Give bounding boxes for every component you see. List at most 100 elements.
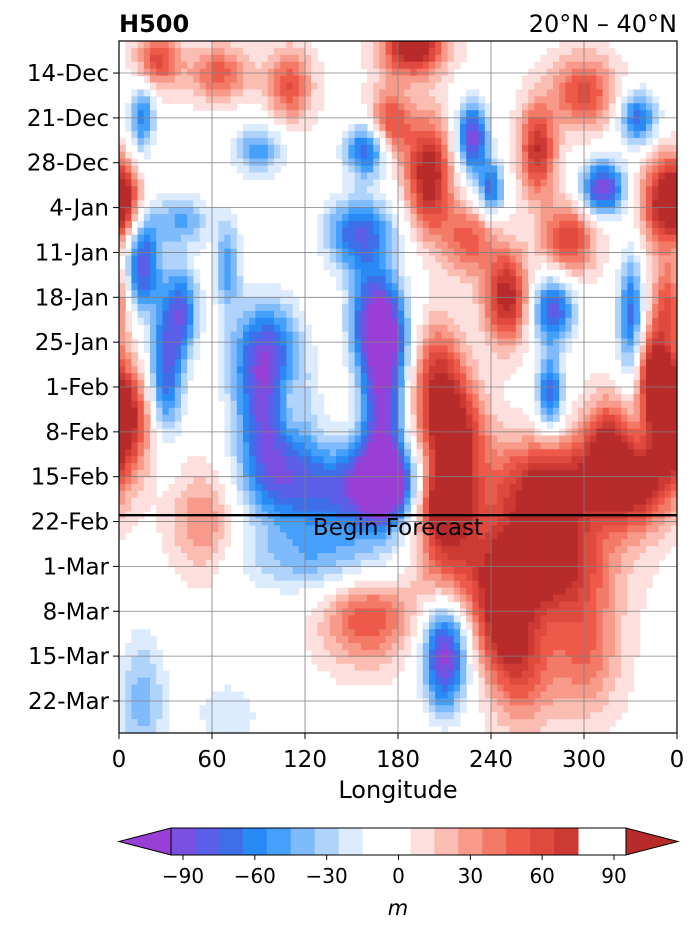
- heatmap-cell: [150, 345, 157, 353]
- heatmap-cell: [559, 255, 566, 264]
- heatmap-cell: [528, 428, 535, 437]
- heatmap-cell: [162, 539, 170, 547]
- heatmap-cell: [143, 117, 151, 125]
- heatmap-cell: [646, 490, 653, 499]
- heatmap-cell: [534, 262, 542, 270]
- heatmap-cell: [608, 89, 616, 97]
- heatmap-cell: [447, 144, 455, 153]
- heatmap-cell: [280, 525, 287, 533]
- heatmap-cell: [323, 532, 331, 540]
- heatmap-cell: [478, 428, 486, 437]
- heatmap-cell: [627, 504, 635, 513]
- heatmap-cell: [546, 165, 554, 174]
- heatmap-cell: [367, 331, 374, 340]
- heatmap-cell: [137, 227, 145, 236]
- heatmap-cell: [553, 449, 560, 457]
- heatmap-cell: [243, 504, 250, 513]
- heatmap-cell: [559, 220, 566, 229]
- heatmap-cell: [546, 137, 554, 146]
- heatmap-cell: [577, 75, 585, 84]
- heatmap-cell: [447, 207, 455, 215]
- heatmap-cell: [385, 124, 393, 132]
- heatmap-cell: [410, 539, 418, 547]
- heatmap-cell: [367, 449, 374, 457]
- heatmap-cell: [292, 380, 300, 388]
- heatmap-cell: [565, 310, 573, 319]
- heatmap-cell: [367, 414, 374, 423]
- heatmap-cell: [230, 75, 238, 84]
- heatmap-cell: [243, 303, 250, 312]
- heatmap-cell: [162, 89, 170, 97]
- heatmap-cell: [509, 366, 517, 374]
- heatmap-cell: [143, 276, 151, 284]
- heatmap-cell: [441, 241, 449, 250]
- heatmap-cell: [596, 504, 604, 513]
- heatmap-cell: [367, 497, 374, 506]
- heatmap-cell: [571, 442, 579, 450]
- heatmap-cell: [249, 41, 256, 49]
- heatmap-cell: [267, 476, 275, 485]
- heatmap-cell: [305, 421, 312, 430]
- heatmap-cell: [156, 373, 163, 381]
- heatmap-cell: [205, 483, 213, 492]
- heatmap-cell: [559, 110, 566, 118]
- heatmap-cell: [261, 476, 269, 485]
- heatmap-cell: [267, 331, 275, 340]
- heatmap-cell: [174, 359, 182, 367]
- heatmap-cell: [596, 373, 604, 381]
- heatmap-cell: [435, 331, 442, 340]
- heatmap-cell: [472, 269, 480, 277]
- heatmap-cell: [429, 200, 436, 208]
- heatmap-cell: [571, 310, 579, 319]
- heatmap-cell: [447, 345, 455, 353]
- heatmap-cell: [255, 449, 263, 457]
- heatmap-cell: [447, 303, 455, 312]
- heatmap-cell: [540, 345, 548, 353]
- heatmap-cell: [255, 470, 263, 478]
- heatmap-cell: [546, 276, 554, 284]
- heatmap-cell: [212, 255, 219, 264]
- heatmap-cell: [646, 262, 653, 270]
- heatmap-cell: [633, 172, 641, 180]
- heatmap-cell: [441, 220, 449, 229]
- heatmap-cell: [298, 310, 306, 319]
- heatmap-cell: [168, 324, 176, 333]
- heatmap-cell: [590, 442, 597, 450]
- heatmap-cell: [236, 470, 244, 478]
- heatmap-cell: [491, 317, 498, 326]
- heatmap-cell: [441, 165, 449, 174]
- heatmap-cell: [546, 241, 554, 250]
- heatmap-cell: [317, 428, 325, 437]
- heatmap-cell: [137, 283, 145, 291]
- heatmap-cell: [466, 262, 473, 270]
- heatmap-cell: [416, 220, 424, 229]
- heatmap-cell: [379, 414, 387, 423]
- heatmap-cell: [565, 345, 573, 353]
- heatmap-cell: [670, 421, 677, 430]
- heatmap-cell: [404, 82, 411, 91]
- heatmap-cell: [416, 407, 424, 416]
- heatmap-cell: [236, 47, 244, 56]
- heatmap-cell: [398, 317, 405, 326]
- heatmap-cell: [497, 303, 504, 312]
- heatmap-cell: [143, 435, 151, 443]
- heatmap-cell: [435, 532, 442, 540]
- heatmap-cell: [119, 490, 126, 499]
- heatmap-cell: [515, 89, 523, 97]
- heatmap-cell: [230, 387, 238, 395]
- heatmap-cell: [125, 186, 132, 194]
- heatmap-cell: [119, 352, 126, 360]
- heatmap-cell: [404, 47, 411, 56]
- heatmap-cell: [261, 124, 269, 132]
- heatmap-cell: [218, 324, 225, 333]
- heatmap-cell: [441, 297, 449, 305]
- heatmap-cell: [546, 359, 554, 367]
- heatmap-cell: [546, 532, 554, 540]
- heatmap-cell: [559, 41, 566, 49]
- heatmap-cell: [664, 414, 672, 423]
- heatmap-cell: [236, 255, 244, 264]
- heatmap-cell: [243, 476, 250, 485]
- heatmap-cell: [596, 207, 604, 215]
- heatmap-cell: [577, 186, 585, 194]
- heatmap-cell: [435, 144, 442, 153]
